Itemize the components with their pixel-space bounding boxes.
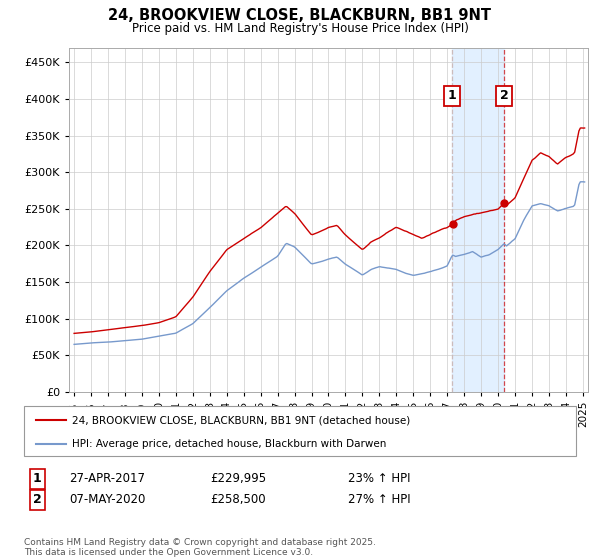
Text: £229,995: £229,995 (210, 472, 266, 486)
Text: HPI: Average price, detached house, Blackburn with Darwen: HPI: Average price, detached house, Blac… (72, 439, 386, 449)
Text: 23% ↑ HPI: 23% ↑ HPI (348, 472, 410, 486)
Text: 24, BROOKVIEW CLOSE, BLACKBURN, BB1 9NT (detached house): 24, BROOKVIEW CLOSE, BLACKBURN, BB1 9NT … (72, 415, 410, 425)
Bar (452, 48, 504, 392)
Text: 1: 1 (33, 472, 42, 486)
Text: 24, BROOKVIEW CLOSE, BLACKBURN, BB1 9NT: 24, BROOKVIEW CLOSE, BLACKBURN, BB1 9NT (109, 8, 491, 24)
Text: 1: 1 (448, 89, 457, 102)
Text: Contains HM Land Registry data © Crown copyright and database right 2025.
This d: Contains HM Land Registry data © Crown c… (24, 538, 376, 557)
Text: £258,500: £258,500 (210, 493, 266, 506)
Text: Price paid vs. HM Land Registry's House Price Index (HPI): Price paid vs. HM Land Registry's House … (131, 22, 469, 35)
Text: 2: 2 (33, 493, 42, 506)
Text: 27% ↑ HPI: 27% ↑ HPI (348, 493, 410, 506)
Text: 27-APR-2017: 27-APR-2017 (69, 472, 145, 486)
Text: 2: 2 (500, 89, 508, 102)
Text: 07-MAY-2020: 07-MAY-2020 (69, 493, 145, 506)
